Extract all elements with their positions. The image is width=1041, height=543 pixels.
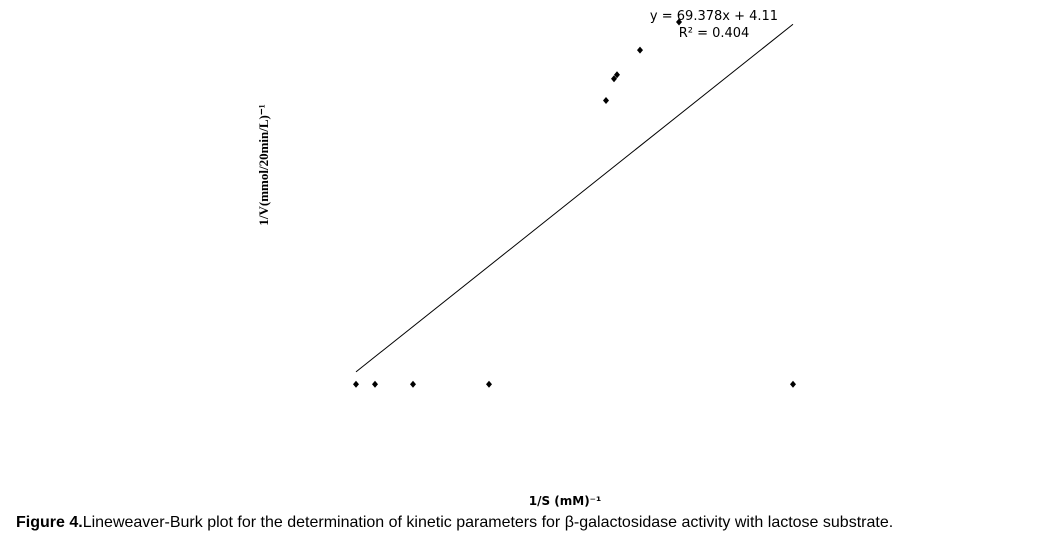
chart: 1/S (mM)⁻¹ 1/V(mmol/20min/L)⁻¹ y = 69.37… [256,9,796,508]
point [372,380,378,388]
caption: Figure 4.Lineweaver-Burk plot for the de… [16,514,893,532]
trendline [355,23,794,373]
trendline-equation: y = 69.378x + 4.11 [650,9,778,24]
point [637,46,643,54]
point [486,380,492,388]
point [790,380,796,388]
point [353,380,359,388]
trendline-r2: R² = 0.404 [679,26,750,41]
point [611,75,617,83]
caption-text: Lineweaver-Burk plot for the determinati… [82,514,894,531]
x-axis-label: 1/S (mM)⁻¹ [529,494,602,508]
y-axis-label: 1/V(mmol/20min/L)⁻¹ [256,104,271,225]
point [410,380,416,388]
point [603,97,609,105]
caption-label: Figure 4. [16,514,83,531]
point [614,71,620,79]
point [676,18,682,26]
